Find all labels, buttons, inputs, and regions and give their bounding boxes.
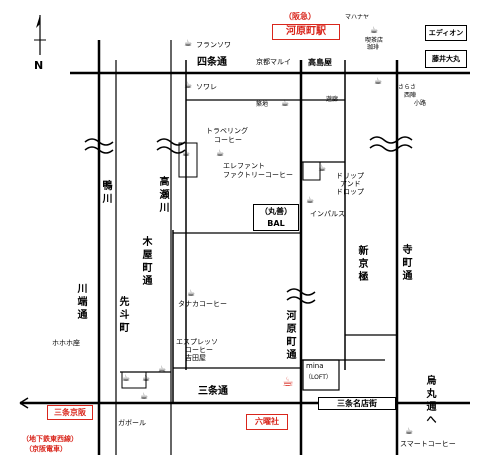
cafe-cup-icon: ☕ [140, 392, 149, 402]
cafe-elephant-label-1: エレファント [223, 162, 265, 170]
sanjo-meitengai-box[interactable]: 三条名店街 [318, 397, 396, 410]
cafe-shichijo-label-1: 喫茶店 [365, 37, 384, 44]
cafe-sarasa-label-2: 西陣 [404, 92, 417, 99]
cafe-smart-label: スマートコーヒー [400, 440, 456, 448]
rokuyosha-box[interactable]: 六曜社 [246, 414, 288, 430]
cafe-hohohodo-label: ホホホ座 [52, 339, 80, 347]
karasuma-label: 烏丸通へ [426, 376, 437, 426]
maruzen-label: （丸善） [260, 207, 292, 216]
cafe-mahanaya-label: マハナヤ [345, 14, 370, 21]
rokuyosha-cup-icon: ☕ [282, 375, 294, 390]
mina-label: mina [306, 362, 324, 370]
cafe-tsukiji-label: 築地 [256, 101, 269, 108]
takasegawa-label: 高瀬川 [159, 177, 170, 214]
cafe-cup-icon: ☕ [122, 374, 131, 384]
kyoto-marui-label: 京都マルイ [256, 58, 291, 66]
takashimaya-label: 高島屋 [308, 58, 332, 67]
kawabata-label: 川端通 [77, 284, 88, 321]
cafe-impulse-label: インパルス [310, 210, 345, 218]
shijo-road-label: 四条通 [197, 57, 227, 68]
kiyamachi-label: 木屋町通 [142, 237, 153, 287]
edion-box[interactable]: エディオン [425, 25, 467, 41]
cafe-drip-label-1: ドリップ [336, 172, 364, 180]
cafe-cup-icon: ☕ [216, 149, 225, 159]
loft-label: （LOFT） [305, 374, 332, 381]
cafe-cup-icon: ☕ [184, 39, 193, 49]
kamogawa-label: 鴨川 [102, 181, 113, 205]
compass-north-label: N [34, 59, 44, 72]
kawaramachi-label: 河原町通 [286, 311, 297, 361]
cafe-tanaka-label: タナカコーヒー [178, 300, 227, 308]
fujii-daimaru-box[interactable]: 藤井大丸 [425, 50, 467, 68]
cafe-cup-icon: ☕ [370, 26, 379, 36]
cafe-cup-icon: ☕ [405, 427, 414, 437]
cafe-traveling-label-1: トラベリング [206, 127, 248, 135]
cafe-espresso-label-1: エスプレッソ [176, 338, 218, 346]
maruzen-bal-box[interactable]: （丸善） BAL [253, 204, 299, 231]
cafe-gabor-label: ガボール [118, 419, 146, 427]
cafe-cup-icon: ☕ [187, 289, 196, 299]
cafe-cup-icon: ☕ [306, 196, 315, 206]
cafe-cup-icon: ☕ [318, 164, 327, 174]
cafe-yoshidaya-label: 吉田屋 [185, 354, 206, 362]
kawaramachi-station[interactable]: 河原町駅 [272, 24, 340, 40]
shinkyogoku-label: 新京極 [358, 246, 369, 283]
keihan-line-note: （京阪電車） [25, 445, 67, 453]
cafe-espresso-label-2: コーヒー [185, 346, 213, 354]
cafe-cup-icon: ☕ [158, 365, 167, 375]
cafe-cup-icon: ☕ [184, 81, 193, 91]
cafe-cup-icon: ☕ [182, 149, 191, 159]
cafe-cup-icon: ☕ [142, 374, 151, 384]
cafe-sarasa-label-3: 小路 [414, 100, 427, 107]
tozai-line-note: （地下鉄東西線） [22, 435, 78, 443]
pontocho-label: 先斗町 [119, 297, 130, 334]
cafe-drip-label-2: アンド [340, 180, 361, 188]
cafe-sarasa-label-1: さらさ [398, 84, 417, 91]
cafe-soiree-label: ソワレ [196, 83, 217, 91]
teramachi-label: 寺町通 [402, 245, 413, 282]
cafe-francois-label: フランソワ [196, 41, 231, 49]
cafe-cup-icon: ☕ [374, 77, 383, 87]
cafe-shichijo-label-2: 珈琲 [367, 44, 380, 51]
sanjo-keihan-box[interactable]: 三条京阪 [47, 405, 93, 420]
cafe-cup-icon: ☕ [281, 99, 290, 109]
hankyu-line-label: （阪急） [284, 12, 316, 21]
sanjo-road-label: 三条通 [198, 386, 228, 397]
cafe-elephant-label-2: ファクトリーコーヒー [223, 171, 293, 179]
cafe-traveling-label-2: コーヒー [214, 136, 242, 144]
cafe-yugi-label: 遊廊 [326, 96, 339, 103]
cafe-drip-label-3: ドロップ [336, 188, 364, 196]
bal-label: BAL [267, 219, 285, 228]
